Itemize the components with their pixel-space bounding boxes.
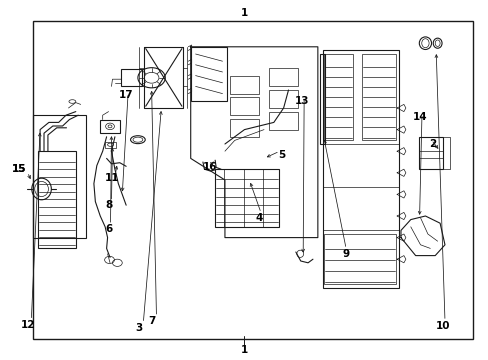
Text: 16: 16 xyxy=(203,162,217,172)
Text: 1: 1 xyxy=(241,345,247,355)
Bar xyxy=(229,97,259,115)
Text: 9: 9 xyxy=(342,249,349,259)
Bar xyxy=(215,169,278,227)
Bar xyxy=(322,50,398,288)
Bar xyxy=(268,90,298,108)
Text: 15: 15 xyxy=(12,164,27,174)
Text: 1: 1 xyxy=(241,8,247,18)
Text: 14: 14 xyxy=(412,112,427,122)
Bar xyxy=(190,47,227,101)
Bar xyxy=(320,54,325,144)
Text: 6: 6 xyxy=(105,224,112,234)
Bar xyxy=(418,137,442,169)
Text: 15: 15 xyxy=(12,164,27,174)
Bar xyxy=(38,151,76,248)
Bar xyxy=(229,119,259,137)
Bar xyxy=(229,76,259,94)
Bar xyxy=(268,112,298,130)
Text: 13: 13 xyxy=(294,96,309,106)
Text: 17: 17 xyxy=(119,90,133,100)
Text: 12: 12 xyxy=(21,320,36,330)
Text: 11: 11 xyxy=(105,173,120,183)
Bar xyxy=(268,68,298,86)
Bar xyxy=(105,142,116,148)
Bar xyxy=(33,115,85,238)
Bar xyxy=(100,120,120,133)
Text: 2: 2 xyxy=(428,139,436,149)
Text: 3: 3 xyxy=(136,323,142,333)
Bar xyxy=(121,69,142,86)
Text: 5: 5 xyxy=(277,150,285,160)
Text: 10: 10 xyxy=(434,321,449,331)
Text: 7: 7 xyxy=(147,316,155,326)
Text: 8: 8 xyxy=(105,200,112,210)
Bar xyxy=(33,21,472,339)
Bar xyxy=(323,234,395,284)
Text: 4: 4 xyxy=(255,213,263,223)
Bar xyxy=(323,54,352,140)
Bar xyxy=(361,54,395,140)
